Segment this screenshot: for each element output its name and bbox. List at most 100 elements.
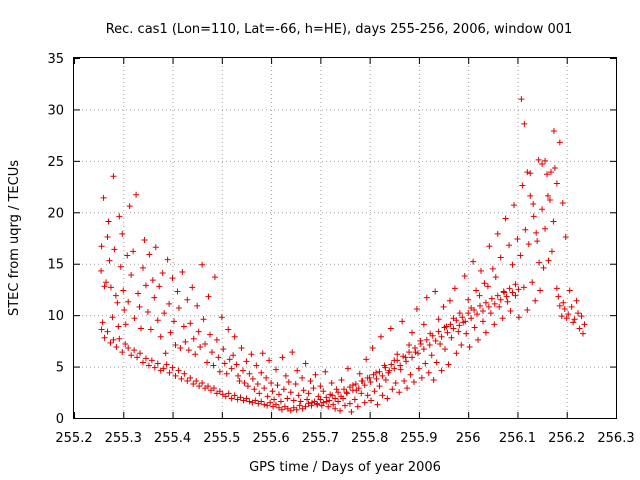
data-point — [423, 336, 430, 343]
data-point — [515, 314, 522, 321]
data-point — [208, 349, 215, 356]
data-point — [322, 368, 329, 375]
data-point — [187, 320, 194, 327]
data-point — [346, 384, 353, 391]
data-point — [565, 311, 572, 318]
data-point — [231, 333, 238, 340]
data-point — [369, 345, 376, 352]
data-point — [117, 263, 124, 270]
data-point — [496, 303, 503, 310]
data-point — [311, 398, 318, 405]
data-point — [116, 335, 123, 342]
data-point — [258, 398, 265, 405]
data-point — [231, 392, 238, 399]
data-point — [435, 328, 442, 335]
data-point — [171, 318, 178, 325]
data-point — [453, 350, 460, 357]
data-point — [99, 319, 106, 326]
data-point — [342, 402, 348, 409]
data-point — [202, 340, 209, 347]
data-point — [518, 96, 525, 103]
data-point — [179, 268, 186, 275]
data-point — [333, 386, 340, 393]
data-point — [524, 169, 531, 176]
data-point — [444, 329, 451, 336]
data-point — [337, 407, 344, 414]
data-point — [222, 393, 229, 400]
data-point — [441, 324, 448, 331]
data-point — [258, 369, 265, 376]
data-point — [297, 398, 304, 405]
data-point — [563, 315, 570, 322]
data-point — [110, 173, 117, 180]
data-point — [98, 267, 105, 274]
data-point — [433, 359, 440, 366]
data-point — [456, 322, 463, 329]
data-point — [527, 170, 534, 177]
data-point — [323, 394, 330, 401]
data-point — [220, 346, 227, 353]
x-tick-label: 255.3 — [105, 431, 142, 446]
data-point — [261, 401, 268, 408]
data-point — [447, 321, 454, 328]
data-point — [363, 356, 370, 363]
data-point — [487, 310, 494, 317]
data-point — [389, 386, 396, 393]
data-point — [414, 350, 421, 357]
data-point — [376, 368, 383, 375]
data-point — [290, 397, 297, 404]
data-point — [458, 341, 465, 348]
data-point — [462, 318, 469, 325]
data-point — [166, 300, 173, 307]
data-point — [151, 364, 158, 371]
data-point — [442, 346, 449, 353]
x-tick-label: 256.1 — [499, 431, 536, 446]
data-point — [177, 345, 184, 352]
data-point — [355, 385, 362, 392]
data-point — [544, 171, 551, 178]
data-point — [149, 277, 156, 284]
data-point — [479, 318, 486, 325]
data-point — [294, 367, 301, 374]
data-point — [482, 329, 489, 336]
y-tick-label: 15 — [47, 258, 64, 273]
data-point — [190, 381, 197, 388]
data-point — [263, 374, 270, 381]
data-point — [423, 294, 430, 301]
data-point — [320, 388, 327, 395]
data-point — [193, 377, 200, 384]
data-point — [435, 316, 442, 323]
data-point — [348, 408, 355, 415]
data-point — [111, 246, 118, 253]
data-point — [187, 374, 194, 381]
data-point — [172, 372, 179, 379]
data-point — [259, 350, 266, 357]
data-point — [553, 285, 560, 292]
data-point — [107, 339, 114, 346]
data-point — [558, 313, 565, 320]
data-point — [448, 334, 455, 341]
data-point — [126, 203, 133, 210]
data-point — [512, 281, 519, 288]
data-point — [539, 160, 546, 167]
data-point — [527, 192, 534, 199]
data-point — [120, 287, 127, 294]
data-point — [573, 297, 580, 304]
data-point — [497, 296, 504, 303]
data-point — [154, 360, 161, 367]
data-point — [162, 350, 169, 357]
data-point — [145, 362, 152, 369]
data-point — [317, 383, 324, 390]
data-point — [304, 396, 311, 403]
y-tick-label: 20 — [47, 206, 64, 221]
data-point — [511, 202, 518, 209]
data-point — [104, 233, 111, 240]
data-point — [338, 393, 345, 400]
data-point — [425, 369, 432, 376]
data-point — [178, 375, 185, 382]
data-point — [555, 293, 562, 300]
data-point — [282, 372, 289, 379]
data-point — [267, 399, 274, 406]
data-point — [551, 165, 558, 172]
x-tick-label: 256.2 — [548, 431, 585, 446]
